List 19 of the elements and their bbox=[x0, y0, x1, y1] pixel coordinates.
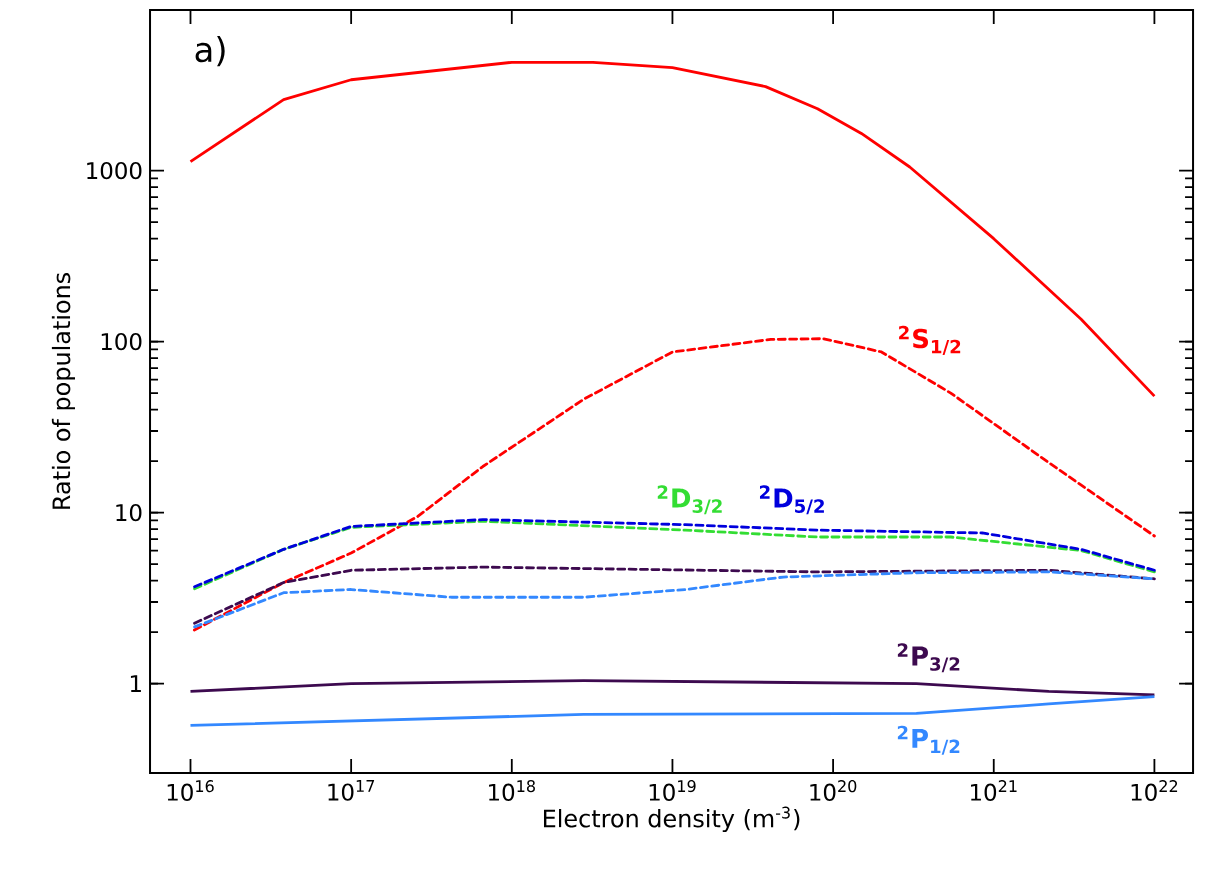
y-tick-label: 1000 bbox=[87, 161, 142, 180]
x-tick-label: 10$^{21}$ bbox=[971, 780, 1017, 801]
x-tick-label: 10$^{18}$ bbox=[489, 780, 535, 801]
x-tick-label: 10$^{22}$ bbox=[1131, 780, 1178, 801]
series-label: $^{2}$D$_{5/2}$ bbox=[759, 485, 824, 515]
x-tick-label: 10$^{17}$ bbox=[328, 780, 375, 801]
series-label: $^{2}$P$_{1/2}$ bbox=[897, 725, 960, 755]
x-axis-title: Electron density (m$^{-3}$) bbox=[543, 806, 800, 833]
annotation: a) bbox=[195, 36, 225, 67]
series-label: $^{2}$P$_{3/2}$ bbox=[897, 643, 960, 673]
x-tick-label: 10$^{20}$ bbox=[810, 780, 857, 801]
y-axis-title: Ratio of populations bbox=[51, 272, 75, 509]
y-tick-label: 10 bbox=[116, 503, 142, 522]
y-tick-label: 1 bbox=[130, 675, 141, 692]
series-label: $^{2}$S$_{1/2}$ bbox=[899, 325, 961, 355]
y-tick-label: 100 bbox=[101, 332, 142, 351]
x-tick-label: 10$^{16}$ bbox=[167, 780, 214, 801]
series-label: $^{2}$D$_{3/2}$ bbox=[657, 485, 722, 515]
x-tick-label: 10$^{19}$ bbox=[649, 780, 696, 801]
